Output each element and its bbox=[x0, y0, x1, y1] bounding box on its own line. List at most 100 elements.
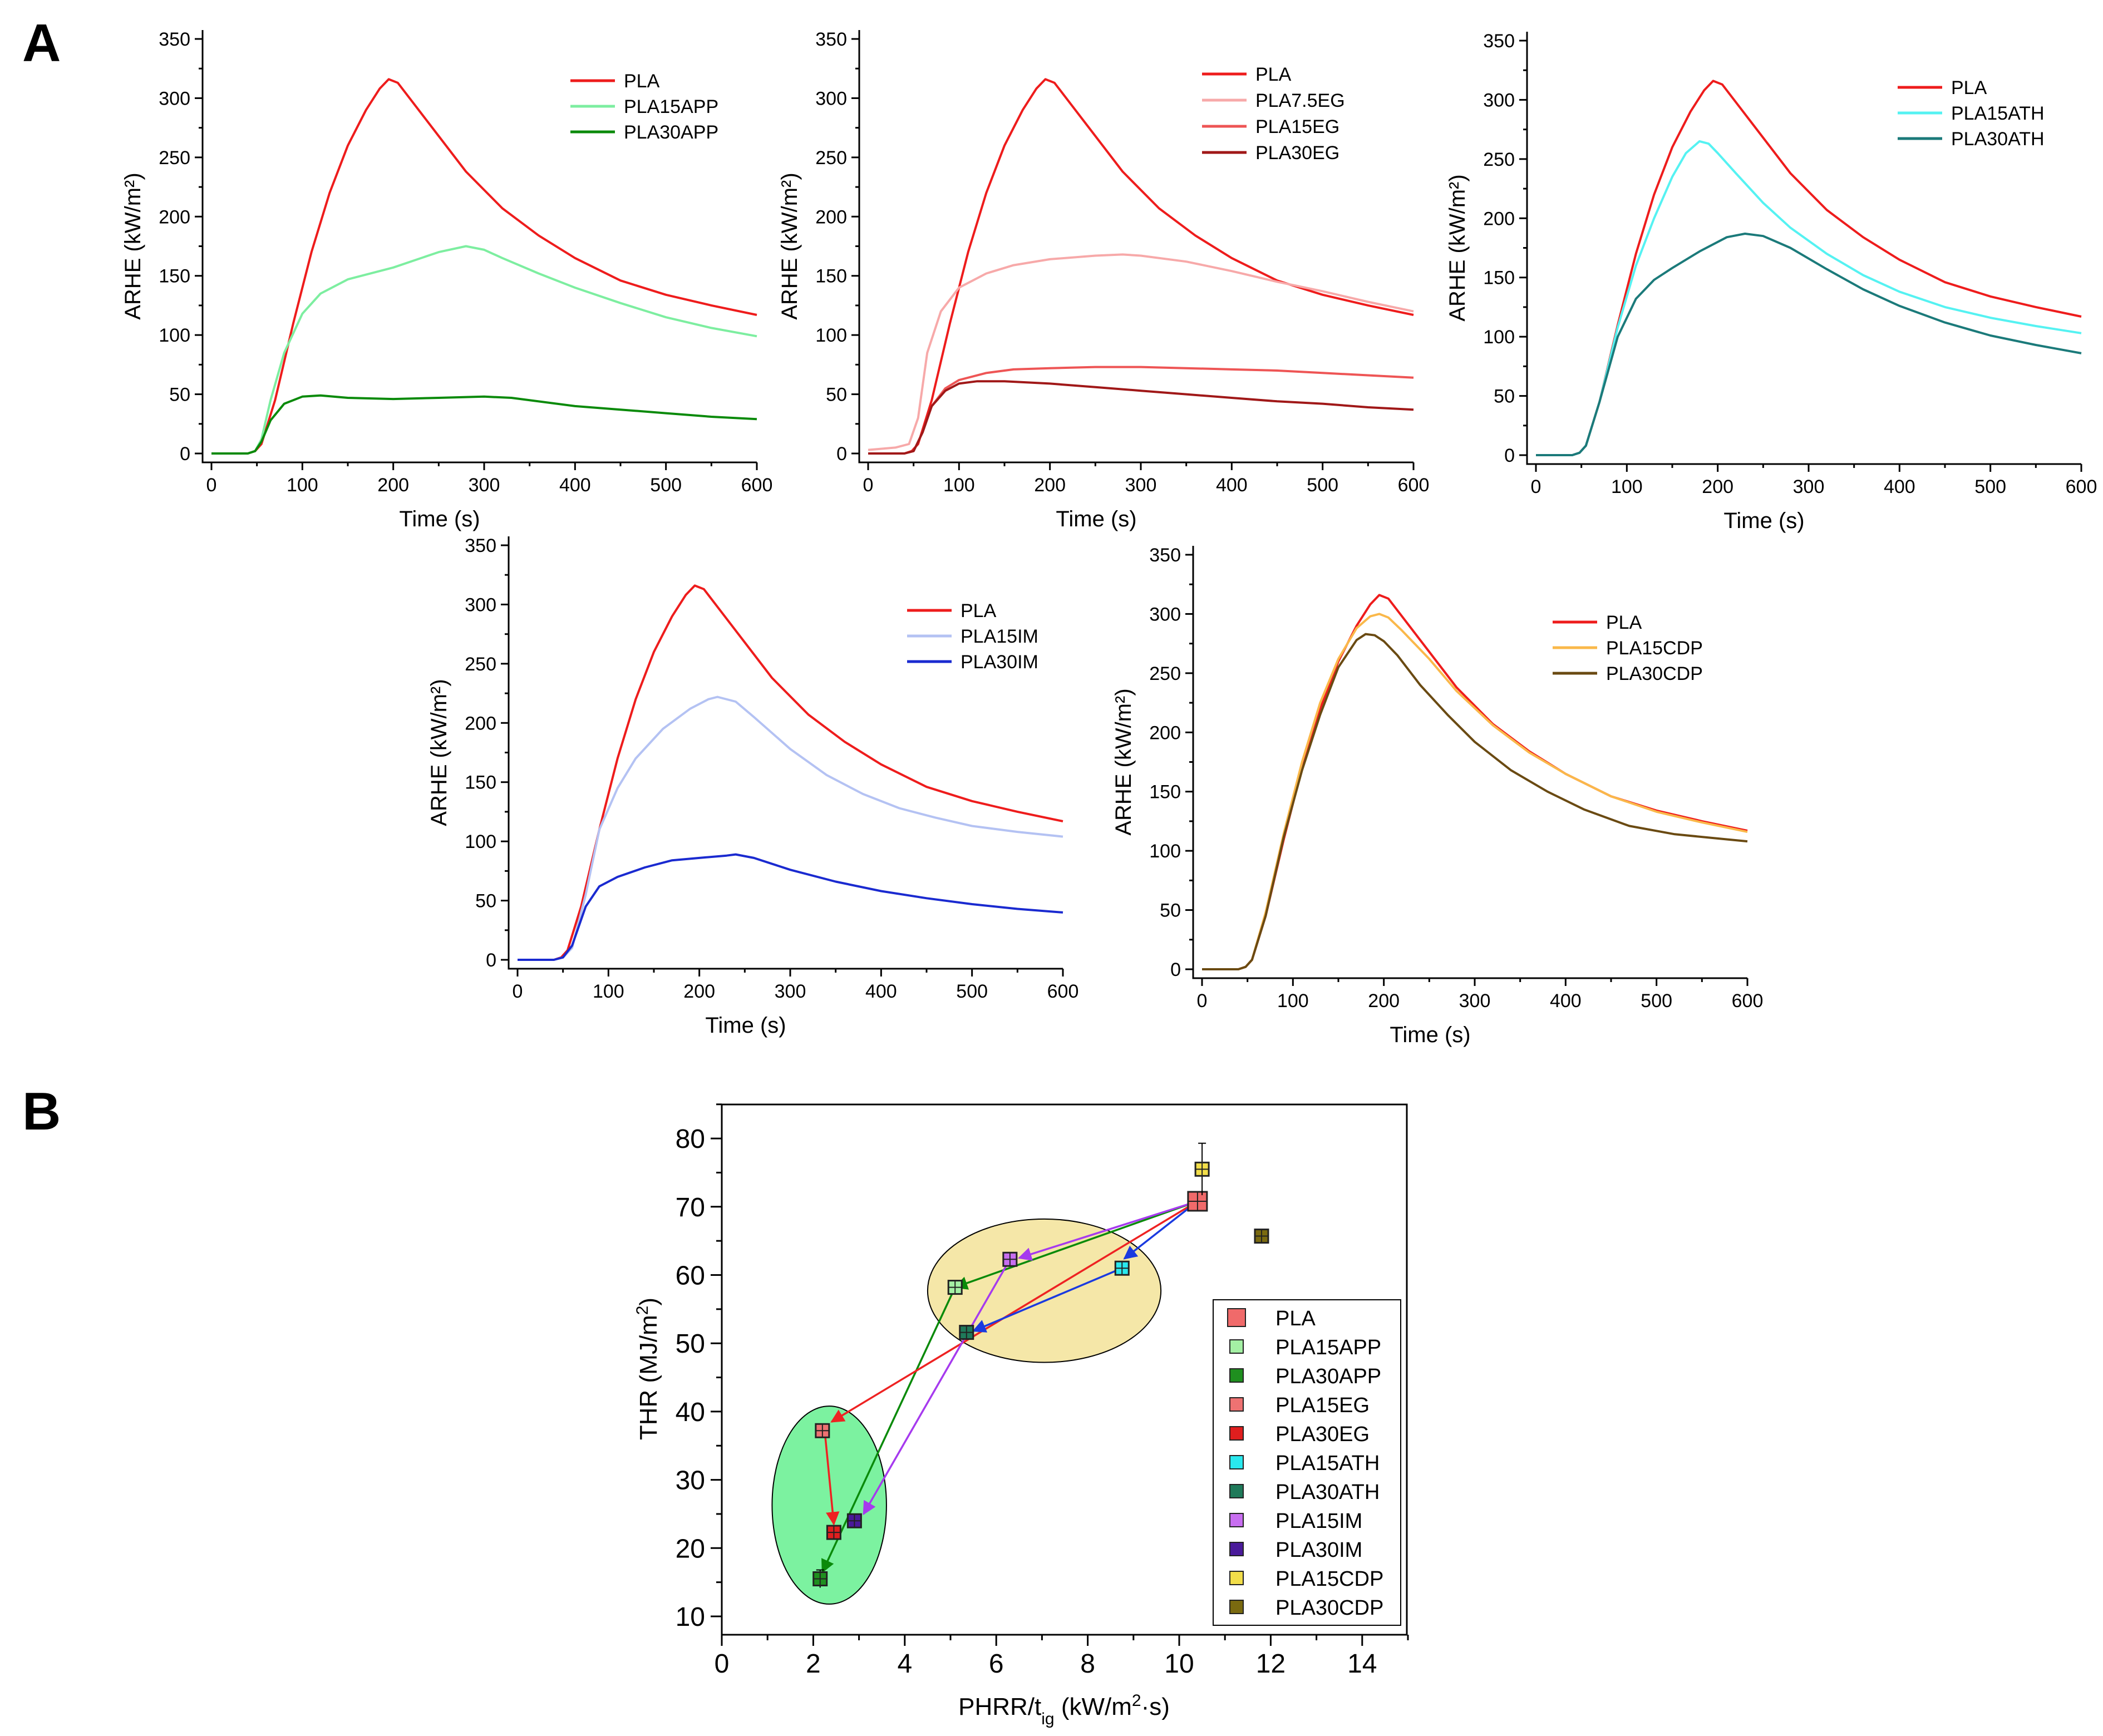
series-line-PLA30APP bbox=[211, 394, 757, 455]
y-tick-label: 200 bbox=[465, 713, 496, 734]
series-line-PLA15IM bbox=[518, 696, 1063, 961]
y-tick-label: 300 bbox=[1483, 90, 1515, 111]
y-tick-label: 350 bbox=[815, 29, 847, 50]
x-tick-label: 100 bbox=[593, 981, 624, 1002]
x-axis-title: Time (s) bbox=[1056, 507, 1136, 531]
y-axis-title: THR (MJ/m2) bbox=[633, 1298, 663, 1440]
x-tick-label: 0 bbox=[513, 981, 523, 1002]
y-tick-label: 200 bbox=[1149, 722, 1181, 743]
chart-im-arhe: 0 50 100 150 200 250 300 350 0 100 200 300 400 500 600… bbox=[427, 535, 1078, 1038]
y-axis-title: ARHE (kW/m²) bbox=[121, 172, 145, 319]
y-tick-label: 100 bbox=[815, 325, 847, 346]
y-tick-label: 100 bbox=[1483, 327, 1515, 348]
chart-eg-arhe: 0 50 100 150 200 250 300 350 0 100 200 300 400 500 600… bbox=[777, 29, 1429, 531]
axis-frame bbox=[1526, 32, 2081, 465]
x-tick-label: 600 bbox=[2066, 476, 2097, 497]
x-axis-title: Time (s) bbox=[399, 507, 480, 531]
x-tick-label: 300 bbox=[469, 475, 500, 496]
highlight-ellipse bbox=[771, 1405, 887, 1605]
series-line-PLA bbox=[518, 584, 1063, 961]
x-tick-label: 100 bbox=[1611, 476, 1643, 497]
legend-label-PLA15CDP: PLA15CDP bbox=[1275, 1567, 1383, 1591]
x-tick-label: 100 bbox=[1277, 990, 1309, 1012]
y-tick-label: 250 bbox=[465, 654, 496, 675]
y-axis-title-sup: 2 bbox=[633, 1306, 652, 1315]
x-tick-label: 12 bbox=[1256, 1649, 1286, 1679]
x-tick-label: 300 bbox=[1793, 476, 1825, 497]
legend-box bbox=[1213, 1299, 1401, 1626]
x-tick-label: 400 bbox=[865, 981, 897, 1002]
legend-label-PLA: PLA bbox=[1275, 1307, 1316, 1330]
x-tick-label: 4 bbox=[897, 1649, 912, 1679]
legend-label-PLA: PLA bbox=[1255, 64, 1292, 85]
y-tick-label: 350 bbox=[465, 535, 496, 556]
y-tick-label: 50 bbox=[1160, 900, 1181, 921]
x-tick-label: 600 bbox=[741, 475, 773, 496]
chart-ath-arhe: 0 50 100 150 200 250 300 350 0 100 200 300 400 500 600… bbox=[1445, 31, 2097, 533]
x-tick-label: 200 bbox=[1702, 476, 1733, 497]
axis-frame bbox=[858, 30, 1414, 463]
y-tick-label: 40 bbox=[676, 1398, 705, 1427]
arrow bbox=[830, 1200, 1198, 1423]
y-axis-title-main: THR (MJ/m bbox=[635, 1315, 662, 1440]
legend-marker-PLA30CDP bbox=[1229, 1600, 1244, 1614]
x-tick-label: 600 bbox=[1732, 990, 1764, 1012]
series-line-PLA bbox=[211, 78, 757, 455]
arrow bbox=[824, 1431, 840, 1526]
legend-label-PLA15ATH: PLA15ATH bbox=[1275, 1452, 1380, 1475]
x-tick-label: 600 bbox=[1398, 475, 1430, 496]
panel-label-b: B bbox=[22, 1082, 61, 1141]
legend-marker-PLA30ATH bbox=[1229, 1484, 1244, 1498]
y-axis-title: ARHE (kW/m²) bbox=[777, 172, 802, 319]
x-tick-label: 8 bbox=[1080, 1649, 1095, 1679]
y-tick-label: 350 bbox=[1149, 545, 1181, 566]
y-tick-label: 0 bbox=[486, 950, 496, 971]
x-tick-label: 300 bbox=[1459, 990, 1491, 1012]
x-tick-label: 400 bbox=[1216, 475, 1248, 496]
x-tick-label: 400 bbox=[1884, 476, 1915, 497]
legend-marker-PLA15EG bbox=[1229, 1397, 1244, 1412]
series-line-PLA bbox=[868, 78, 1414, 455]
x-tick-label: 6 bbox=[989, 1649, 1004, 1679]
y-tick-label: 60 bbox=[676, 1261, 705, 1291]
y-tick-label: 200 bbox=[1483, 208, 1515, 229]
x-tick-label: 400 bbox=[1550, 990, 1582, 1012]
legend-label-PLA30CDP: PLA30CDP bbox=[1275, 1596, 1383, 1620]
axis-frame bbox=[1192, 546, 1747, 979]
legend-label-PLA30EG: PLA30EG bbox=[1275, 1423, 1370, 1446]
x-tick-label: 500 bbox=[650, 475, 682, 496]
series-line-PLA15APP bbox=[211, 245, 757, 455]
y-axis-title: ARHE (kW/m²) bbox=[427, 679, 451, 826]
x-axis-title-tail: ·s) bbox=[1141, 1693, 1170, 1720]
x-axis-title-sub: ig bbox=[1041, 1710, 1054, 1728]
y-axis-title: ARHE (kW/m²) bbox=[1445, 174, 1470, 321]
legend-marker-PLA15CDP bbox=[1229, 1571, 1244, 1585]
y-tick-label: 250 bbox=[159, 147, 190, 169]
y-tick-label: 20 bbox=[676, 1534, 705, 1564]
y-tick-label: 70 bbox=[676, 1193, 705, 1222]
legend-marker-PLA30EG bbox=[1229, 1426, 1244, 1441]
y-tick-label: 250 bbox=[815, 147, 847, 169]
legend-label-PLA: PLA bbox=[1951, 77, 1987, 98]
legend-marker-PLA15ATH bbox=[1229, 1455, 1244, 1469]
series-line-PLA30CDP bbox=[1202, 633, 1748, 970]
legend-marker-PLA30APP bbox=[1229, 1368, 1244, 1383]
legend-label-PLA30CDP: PLA30CDP bbox=[1606, 663, 1703, 684]
x-axis-title-sup: 2 bbox=[1132, 1691, 1141, 1710]
legend-label-PLA15IM: PLA15IM bbox=[1275, 1510, 1362, 1533]
y-tick-label: 350 bbox=[159, 29, 190, 50]
legend-label-PLA15APP: PLA15APP bbox=[1275, 1336, 1381, 1359]
legend-label-PLA30APP: PLA30APP bbox=[624, 122, 718, 143]
series-line-PLA30IM bbox=[518, 853, 1063, 961]
legend-label-PLA15ATH: PLA15ATH bbox=[1951, 103, 2045, 124]
x-tick-label: 100 bbox=[287, 475, 318, 496]
legend-label-PLA15EG: PLA15EG bbox=[1255, 116, 1339, 137]
x-tick-label: 100 bbox=[943, 475, 975, 496]
y-tick-label: 10 bbox=[676, 1602, 705, 1632]
legend-label-PLA7.5EG: PLA7.5EG bbox=[1255, 90, 1345, 111]
legend-label-PLA15APP: PLA15APP bbox=[624, 96, 718, 117]
x-tick-label: 500 bbox=[1974, 476, 2006, 497]
y-tick-label: 80 bbox=[676, 1125, 705, 1154]
chart-cdp-arhe: 0 50 100 150 200 250 300 350 0 100 200 300 400 500 600… bbox=[1111, 545, 1763, 1047]
